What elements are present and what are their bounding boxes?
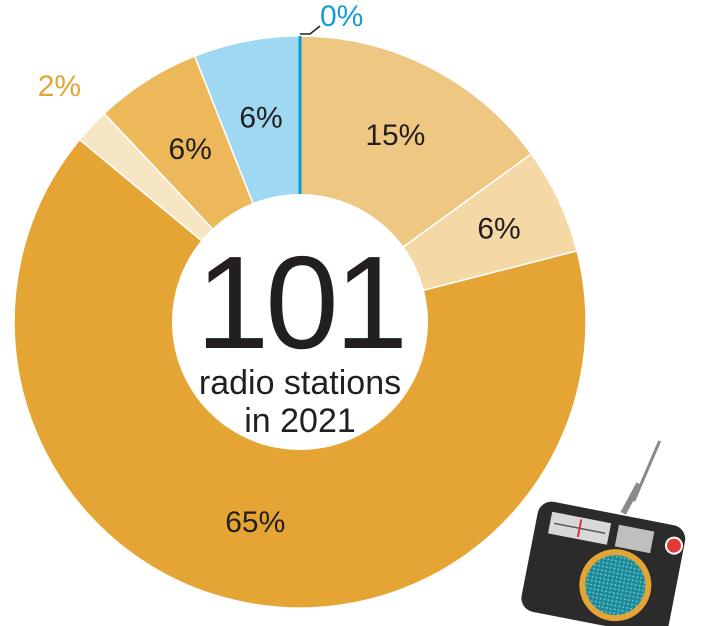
slice-label-5: 6%: [239, 102, 282, 135]
center-value: 101: [196, 229, 404, 376]
center-text: 101 radio stations in 2021: [196, 229, 408, 440]
slice-labels: 15% 6% 65% 2% 6% 6% 0%: [38, 0, 521, 539]
slice-label-4: 6%: [168, 133, 211, 166]
center-line-2: in 2021: [244, 402, 356, 440]
radio-icon: [521, 440, 686, 626]
donut-hole: [172, 194, 428, 450]
slice-label-0: 15%: [365, 119, 425, 152]
center-line-1: radio stations: [199, 364, 401, 402]
slice-label-3: 2%: [38, 70, 81, 103]
slice-leader-6: [300, 25, 321, 35]
slice-label-1: 6%: [477, 212, 520, 245]
slice-label-6: 0%: [320, 0, 363, 33]
slice-label-2: 65%: [225, 506, 285, 539]
